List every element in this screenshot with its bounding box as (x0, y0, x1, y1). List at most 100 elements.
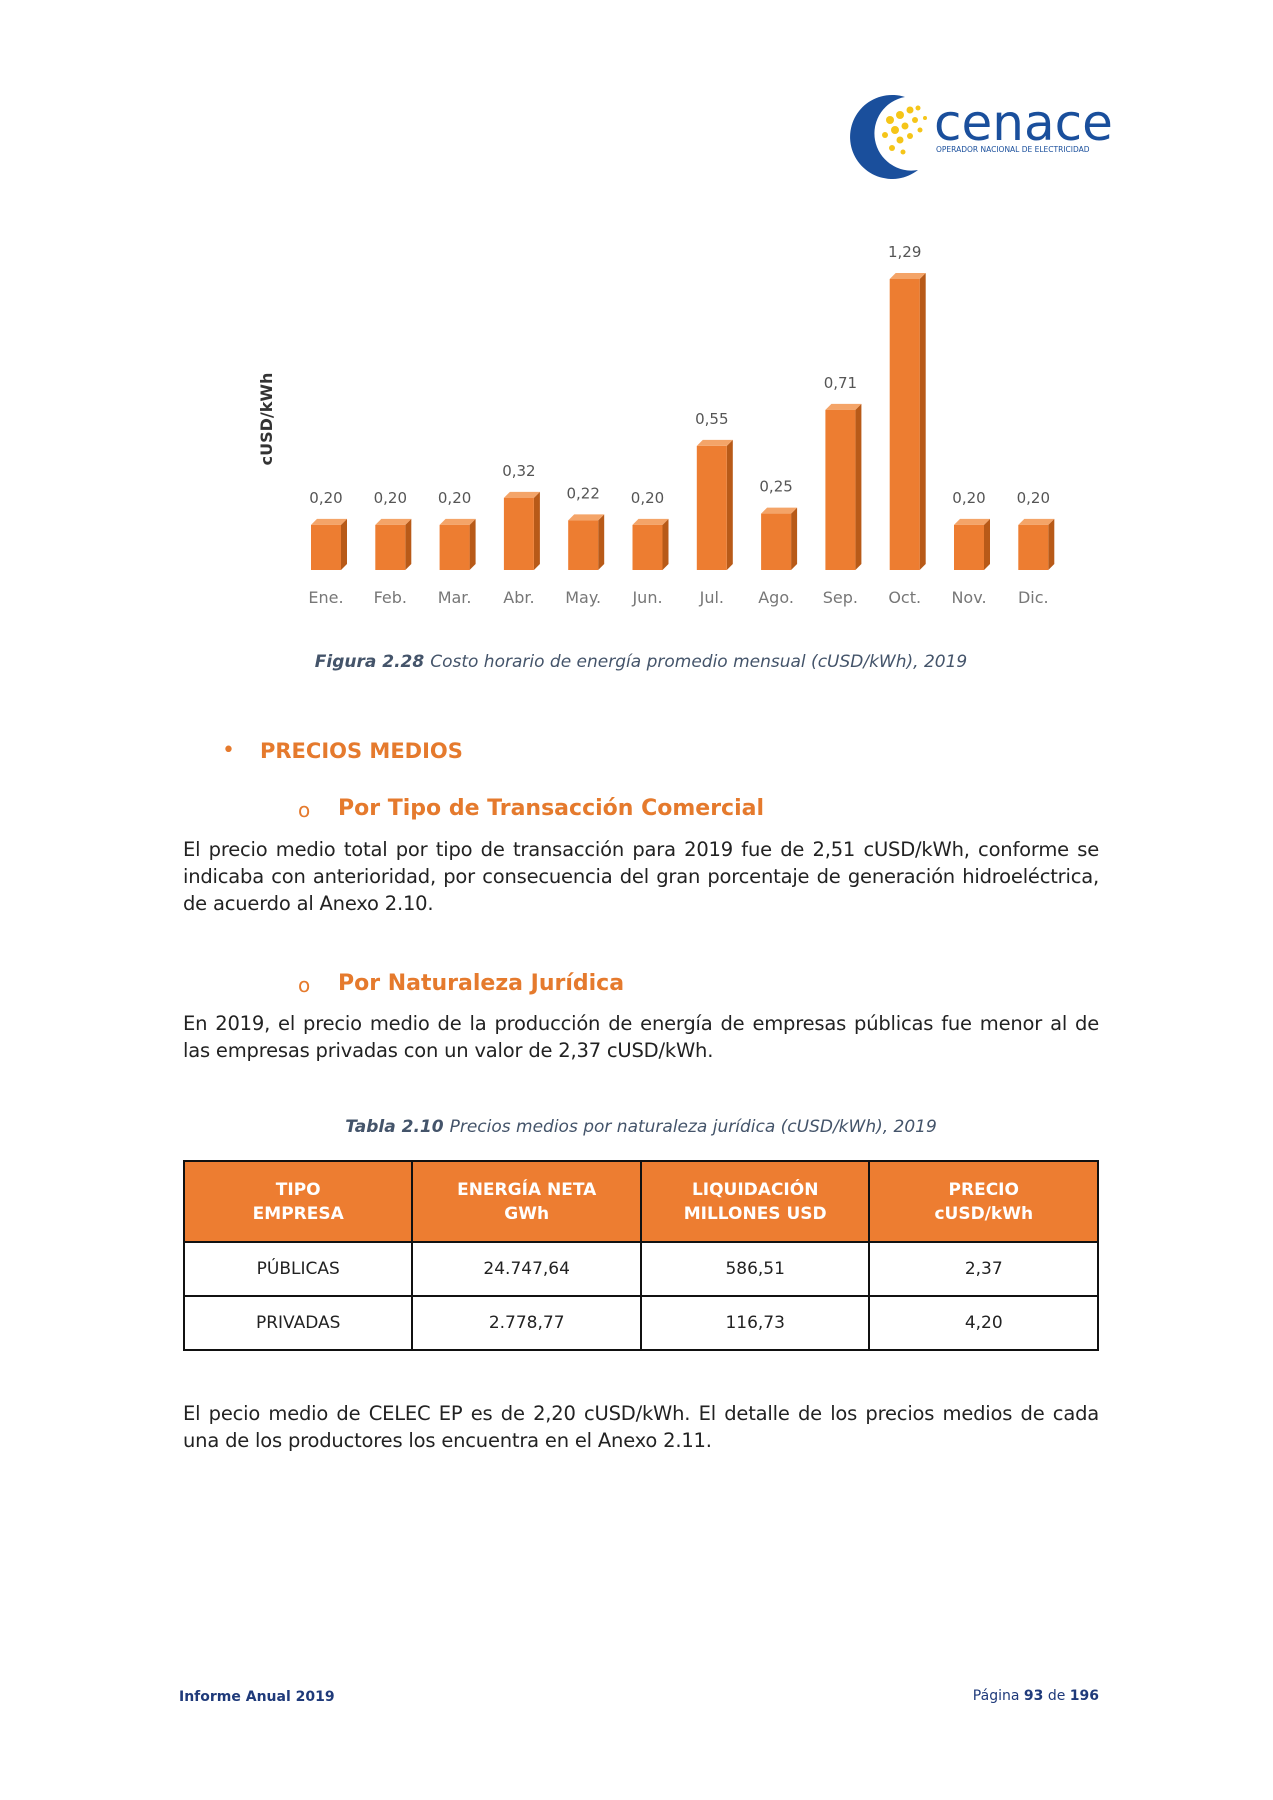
x-tick-label: Jul. (699, 588, 724, 607)
bar (696, 445, 727, 570)
caption-text: Costo horario de energía promedio mensua… (430, 652, 968, 672)
x-tick-label: Jun. (631, 588, 662, 607)
logo-arc (850, 94, 918, 179)
bar (503, 497, 534, 570)
cell: 4,20 (868, 1295, 1099, 1351)
x-tick-label: Mar. (438, 588, 472, 607)
page-label: Página (972, 1688, 1020, 1704)
table-row: PRIVADAS 2.778,77 116,73 4,20 (182, 1295, 1099, 1351)
bar-side (598, 514, 605, 570)
footer-left: Informe Anual 2019 (179, 1689, 335, 1705)
bar-side (984, 518, 990, 570)
page-number: 93 (1023, 1688, 1044, 1704)
page-of: de (1047, 1688, 1066, 1704)
value-label: 0,20 (631, 489, 664, 507)
value-label: 0,20 (438, 489, 471, 507)
value-label: 0,22 (566, 484, 599, 502)
header-line: MILLONES USD (683, 1203, 827, 1224)
table-caption: Tabla 2.10 Precios medios por naturaleza … (183, 1117, 1099, 1137)
x-tick-label: Sep. (823, 588, 858, 607)
caption-label: Figura 2.28 (314, 652, 425, 672)
paragraph: En 2019, el precio medio de la producció… (183, 1012, 1099, 1062)
logo-name: cenace (934, 94, 1113, 152)
logo-tagline: OPERADOR NACIONAL DE ELECTRICIDAD (936, 145, 1090, 154)
x-tick-label: Abr. (503, 588, 534, 607)
bar-side (405, 518, 412, 570)
header-cell: LIQUIDACIÓN MILLONES USD (639, 1160, 871, 1243)
cell: PRIVADAS (182, 1295, 414, 1351)
bar (311, 524, 341, 570)
caption-label: Tabla 2.10 (345, 1117, 444, 1137)
paragraph: El precio medio total por tipo de transa… (183, 838, 1099, 915)
bar (375, 524, 406, 570)
value-label: 0,20 (1017, 489, 1050, 507)
value-label: 0,20 (309, 489, 342, 507)
bar-side (341, 518, 347, 570)
paragraph: El pecio medio de CELEC EP es de 2,20 cU… (183, 1402, 1099, 1452)
bar-side (533, 491, 540, 570)
bar-side (1048, 518, 1055, 570)
header-line: GWh (504, 1203, 550, 1224)
header-line: TIPO (275, 1179, 321, 1200)
bar (632, 524, 663, 570)
bar (954, 524, 984, 570)
header-line: PRECIO (948, 1179, 1019, 1200)
bar (761, 513, 792, 570)
table-row: PÚBLICAS 24.747,64 586,51 2,37 (182, 1241, 1099, 1297)
bar-top (696, 439, 733, 446)
bar (568, 520, 599, 570)
bar-side (855, 403, 862, 570)
bar (439, 524, 470, 570)
bar-top (375, 518, 412, 525)
subsection-title: Por Naturaleza Jurídica (338, 971, 625, 996)
bar-top (503, 491, 540, 498)
caption-text: Precios medios por naturaleza jurídica (… (449, 1117, 937, 1137)
bar (1018, 524, 1049, 570)
bar (825, 409, 856, 570)
value-label: 0,71 (824, 374, 857, 392)
cell: 24.747,64 (411, 1241, 642, 1297)
footer-right: Página 93 de 196 (973, 1688, 1099, 1704)
bar-top (825, 403, 862, 410)
table-header: TIPO EMPRESA ENERGÍA NETA GWh LIQUIDACIÓN M… (182, 1160, 1099, 1243)
figure-caption: Figura 2.28 Costo horario de energía prom… (183, 652, 1099, 672)
header-cell: PRECIO cUSD/kWh (868, 1160, 1099, 1243)
cell: 586,51 (639, 1241, 871, 1297)
bar-top (632, 518, 669, 525)
header-line: ENERGÍA NETA (457, 1179, 597, 1200)
bar-top (889, 273, 926, 279)
bar-top (439, 518, 476, 525)
value-label: 1,29 (888, 243, 921, 261)
bar-top (954, 518, 990, 525)
x-tick-label: Dic. (1018, 588, 1049, 607)
x-tick-label: Ago. (758, 588, 794, 607)
x-tick-label: Feb. (374, 588, 407, 607)
bar-side (919, 273, 926, 570)
bar-top (1018, 518, 1055, 525)
bar-side (726, 439, 733, 570)
heading: PRECIOS MEDIOS (260, 739, 463, 763)
bullet: • (222, 738, 235, 763)
logo: cenace OPERADOR NACIONAL DE ELECTRICIDAD (850, 94, 1113, 179)
value-label: 0,20 (952, 489, 985, 507)
x-tick-label: Ene. (308, 588, 343, 607)
bar (889, 279, 920, 570)
header-cell: TIPO EMPRESA (182, 1160, 414, 1243)
bar-top (568, 514, 605, 521)
subsection-title: Por Tipo de Transacción Comercial (338, 796, 765, 821)
cell: PÚBLICAS (182, 1241, 414, 1297)
table: TIPO EMPRESA ENERGÍA NETA GWh LIQUIDACIÓN M… (182, 1160, 1099, 1351)
header-line: cUSD/kWh (934, 1203, 1034, 1224)
bar-top (761, 507, 798, 514)
x-tick-label: Nov. (951, 588, 986, 607)
cell: 116,73 (639, 1295, 871, 1351)
bar-top (311, 518, 347, 525)
cell: 2.778,77 (411, 1295, 642, 1351)
header-cell: ENERGÍA NETA GWh (411, 1160, 642, 1243)
page-total: 196 (1069, 1688, 1099, 1704)
y-axis-label: cUSD/kWh (257, 373, 276, 466)
header-line: LIQUIDACIÓN (691, 1179, 819, 1200)
value-label: 0,55 (695, 410, 728, 428)
value-label: 0,32 (502, 462, 535, 480)
